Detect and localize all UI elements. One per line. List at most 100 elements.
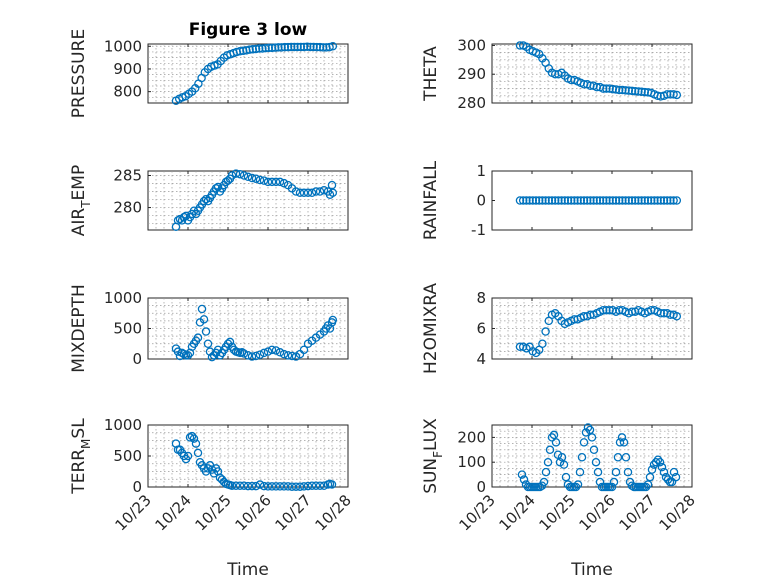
data-point [295,482,305,491]
data-point [191,439,201,448]
data-point [209,351,219,360]
data-point [579,196,589,205]
data-point [187,431,197,441]
data-point [303,481,313,491]
data-point [650,196,659,205]
data-point [543,457,553,467]
data-point [550,196,560,205]
y-tick-label: 290 [457,65,486,83]
y-axis-label: RAINFALL [421,160,441,240]
data-point [193,333,203,342]
data-point [522,196,531,205]
axes-box [491,170,693,231]
data-point [287,351,297,361]
y-tick-label: 0 [132,350,142,368]
data-point [641,482,651,492]
data-point [541,327,550,336]
data-point [544,196,554,205]
x-tick-label: 10/24 [496,491,539,534]
data-point [587,433,597,442]
data-point [671,472,681,482]
y-axis-label: TERRMSL [69,418,93,495]
data-point [551,438,561,447]
data-point [583,423,593,432]
series-markers [515,196,682,205]
y-tick-label: 800 [113,83,142,101]
data-point [235,169,245,179]
data-point [309,42,318,52]
y-tick-label: 285 [113,166,142,184]
data-point [179,349,189,359]
y-tick-label: 100 [457,453,486,471]
y-axis-label: SUNFLUX [421,418,445,494]
data-point [243,351,253,360]
data-point [618,85,627,95]
data-point [295,188,305,198]
data-point [299,188,309,198]
data-point [239,171,249,180]
series-markers [171,42,338,105]
data-point [666,90,675,99]
y-axis-label-main: AIR [69,208,89,237]
data-point [270,43,280,52]
data-point [627,196,637,205]
data-point [602,196,611,205]
data-point [267,482,277,491]
data-point [624,86,634,95]
data-point [201,327,211,336]
data-point [669,90,678,99]
data-point [259,348,269,358]
data-point [592,196,602,205]
data-point [287,482,297,491]
series-markers [515,305,682,358]
chart-title: Figure 3 low [189,20,308,40]
data-point [627,86,637,96]
data-point [528,196,538,205]
data-point [602,305,611,315]
data-point [637,87,646,97]
data-point [290,42,299,52]
data-point [573,480,583,489]
y-axis-label-main: TERR [69,449,89,495]
data-point [328,188,338,198]
data-point [291,187,301,196]
data-point [183,451,193,461]
y-axis-label-main: RAINFALL [421,160,441,240]
data-point [653,91,662,101]
data-point [554,196,563,205]
data-point [634,87,643,96]
data-point [651,457,661,467]
data-point [231,481,241,491]
data-point [534,196,544,205]
data-point [563,196,573,205]
y-axis-label-main: SUN [421,458,441,494]
data-point [247,352,257,361]
y-tick-label: 280 [457,94,486,112]
data-point [595,196,605,205]
data-point [251,174,261,183]
x-tick-label: 10/24 [152,491,195,534]
data-point [571,482,581,492]
data-point [614,85,624,95]
data-point [669,196,678,205]
data-point [582,196,592,205]
data-point [624,196,634,205]
series-markers [517,423,681,492]
data-point [573,196,582,205]
data-point [598,196,608,205]
y-axis-label-rest: SL [69,418,89,439]
data-point [579,438,589,447]
data-point [243,172,253,182]
series-markers [171,304,338,362]
data-point [560,196,570,205]
y-tick-label: 0 [132,478,142,496]
data-point [239,481,249,491]
data-point [328,42,338,51]
series-markers [515,41,682,101]
data-point [275,177,285,187]
data-point [621,86,630,95]
y-tick-label: -1 [471,221,486,239]
data-point [267,43,277,53]
y-tick-label: 1000 [104,289,142,307]
